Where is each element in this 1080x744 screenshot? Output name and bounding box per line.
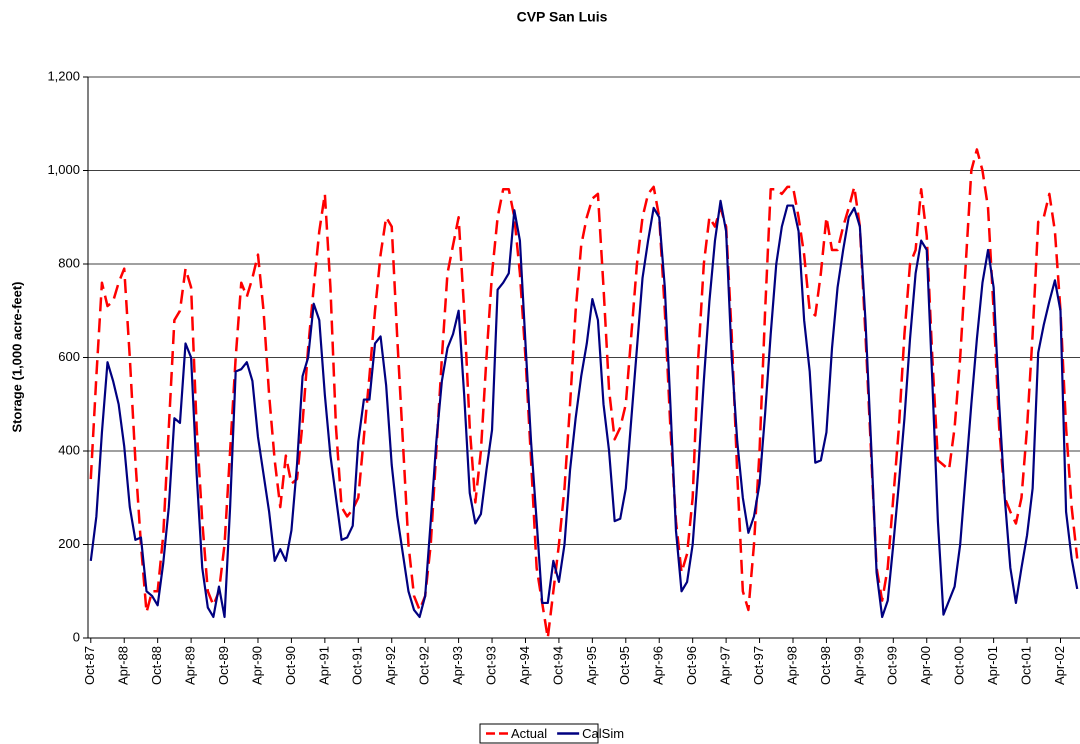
x-tick-label: Oct-93 bbox=[483, 646, 498, 685]
x-tick-label: Apr-88 bbox=[116, 646, 131, 685]
x-tick-label: Oct-01 bbox=[1018, 646, 1033, 685]
x-tick-label: Oct-00 bbox=[952, 646, 967, 685]
data-line bbox=[89, 148, 1079, 640]
x-tick-label: Apr-02 bbox=[1052, 646, 1067, 685]
x-tick-label: Apr-97 bbox=[718, 646, 733, 685]
x-tick-label: Apr-96 bbox=[651, 646, 666, 685]
x-tick-label: Apr-01 bbox=[985, 646, 1000, 685]
x-tick-label: Oct-92 bbox=[417, 646, 432, 685]
x-tick-label: Oct-96 bbox=[684, 646, 699, 685]
x-tick-label: Apr-93 bbox=[450, 646, 465, 685]
x-tick-label: Oct-94 bbox=[550, 646, 565, 685]
x-tick-label: Oct-87 bbox=[82, 646, 97, 685]
x-tick-label: Oct-99 bbox=[885, 646, 900, 685]
x-tick-label: Oct-95 bbox=[617, 646, 632, 685]
legend: Actual CalSim bbox=[479, 723, 624, 744]
x-tick-label: Apr-92 bbox=[383, 646, 398, 685]
x-tick-label: Apr-91 bbox=[316, 646, 331, 685]
x-tick-label: Oct-91 bbox=[350, 646, 365, 685]
chart-title: CVP San Luis bbox=[517, 9, 608, 25]
legend-box bbox=[479, 723, 599, 744]
y-tick-label: 600 bbox=[58, 349, 80, 364]
legend-label: Actual bbox=[511, 726, 547, 741]
x-tick-label: Oct-97 bbox=[751, 646, 766, 685]
y-tick-label: 200 bbox=[58, 536, 80, 551]
x-tick-label: Apr-00 bbox=[918, 646, 933, 685]
y-tick-label: 800 bbox=[58, 255, 80, 270]
x-tick-label: Apr-99 bbox=[851, 646, 866, 685]
legend-label: CalSim bbox=[582, 726, 624, 741]
y-tick-label: 400 bbox=[58, 442, 80, 457]
y-tick-label: 1,000 bbox=[47, 162, 80, 177]
x-tick-label: Oct-90 bbox=[283, 646, 298, 685]
data-line bbox=[89, 199, 1079, 619]
x-tick-label: Apr-95 bbox=[584, 646, 599, 685]
x-tick-label: Oct-98 bbox=[818, 646, 833, 685]
x-tick-label: Apr-89 bbox=[183, 646, 198, 685]
x-tick-label: Apr-98 bbox=[784, 646, 799, 685]
x-tick-label: Oct-88 bbox=[149, 646, 164, 685]
x-tick-label: Apr-94 bbox=[517, 646, 532, 685]
y-axis-label: Storage (1,000 acre-feet) bbox=[9, 281, 24, 432]
x-tick-label: Apr-90 bbox=[249, 646, 264, 685]
y-tick-label: 0 bbox=[73, 629, 80, 644]
x-tick-label: Oct-89 bbox=[216, 646, 231, 685]
y-tick-label: 1,200 bbox=[47, 68, 80, 83]
